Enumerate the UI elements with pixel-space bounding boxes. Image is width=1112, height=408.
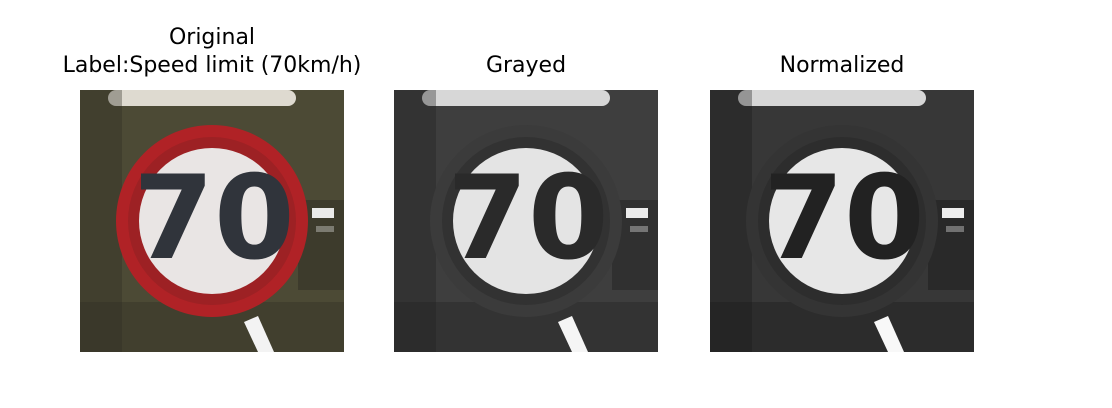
grayed-left-shadow	[394, 90, 436, 352]
normalized-left-shadow	[710, 90, 752, 352]
original-number-group: 70	[133, 151, 294, 286]
grayed-title-line-2: Grayed	[485, 53, 567, 78]
grayed-plate-top	[422, 90, 610, 106]
original-bottom-highlight	[244, 316, 274, 352]
normalized-number: 70	[763, 151, 924, 286]
grayed-sign-image: 70	[394, 90, 658, 352]
grayed-number: 70	[447, 151, 608, 286]
normalized-sign-image: 70	[710, 90, 974, 352]
original-left-shadow	[80, 90, 122, 352]
normalized-plate-top	[738, 90, 926, 106]
normalized-bottom-highlight	[874, 316, 904, 352]
normalized-right-highlight-1	[942, 208, 964, 218]
normalized-number-group: 70	[763, 151, 924, 286]
original-plate-top	[108, 90, 296, 106]
grayed-right-highlight-2	[630, 226, 648, 232]
original-title-line-1: Original	[168, 25, 256, 50]
normalized-face	[769, 148, 915, 294]
grayed-bottom-highlight	[558, 316, 588, 352]
normalized-right-highlight-2	[946, 226, 964, 232]
original-face	[139, 148, 285, 294]
grayed-right-highlight-1	[626, 208, 648, 218]
original-right-highlight-2	[316, 226, 334, 232]
grayed-number-group: 70	[447, 151, 608, 286]
normalized-title-line-2: Normalized	[779, 53, 905, 78]
original-title-line-2: Label:Speed limit (70km/h)	[62, 53, 362, 78]
original-sign-image: 70	[80, 90, 344, 352]
original-right-highlight-1	[312, 208, 334, 218]
original-number: 70	[133, 151, 294, 286]
grayed-face	[453, 148, 599, 294]
